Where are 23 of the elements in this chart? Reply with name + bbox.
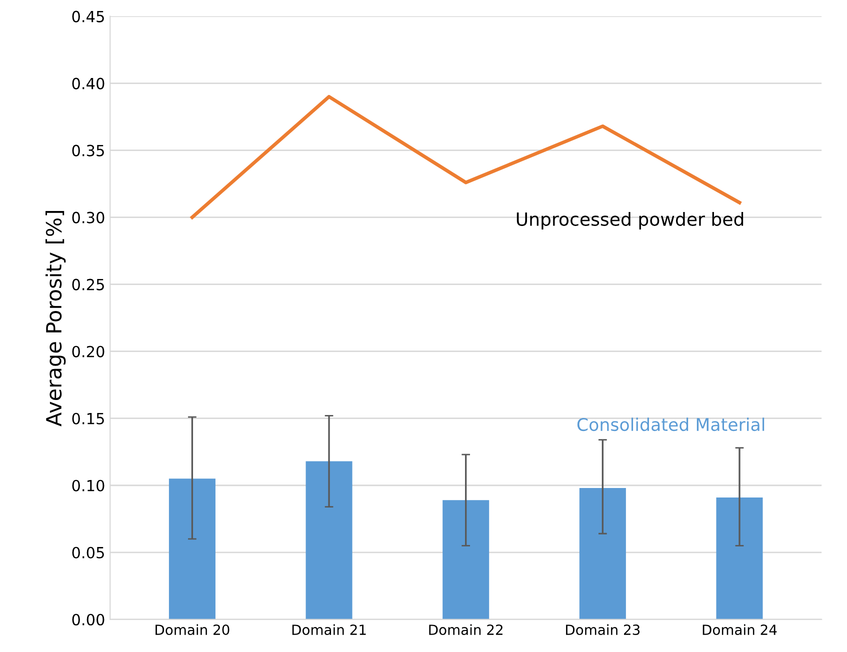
x-tick-label: Domain 20 <box>156 624 230 636</box>
bar <box>442 500 490 620</box>
series-label: Unprocessed powder bed <box>516 212 744 230</box>
x-tick-label: Domain 23 <box>566 624 640 636</box>
y-tick-label: 0.25 <box>72 278 104 290</box>
y-tick-label: 0.10 <box>72 480 104 492</box>
x-tick-label: Domain 21 <box>292 624 366 636</box>
y-tick-label: 0.30 <box>72 212 104 224</box>
y-tick-label: 0.35 <box>72 144 104 156</box>
y-tick-label: 0.20 <box>72 346 104 358</box>
y-tick-label: 0.45 <box>72 10 104 22</box>
x-tick-label: Domain 22 <box>429 624 502 636</box>
bar <box>716 497 763 620</box>
y-tick-label: 0.40 <box>72 78 104 90</box>
y-tick-label: 0.00 <box>72 614 104 626</box>
text: Consolidated Material <box>577 418 764 432</box>
y-axis-title: Average Porosity [%] <box>46 210 66 426</box>
y-tick-label: 0.15 <box>72 412 104 424</box>
bar <box>579 488 626 620</box>
bar <box>168 478 216 620</box>
y-tick-label: 0.05 <box>72 546 104 558</box>
bar <box>306 461 352 620</box>
x-tick-label: Domain 24 <box>702 624 777 636</box>
